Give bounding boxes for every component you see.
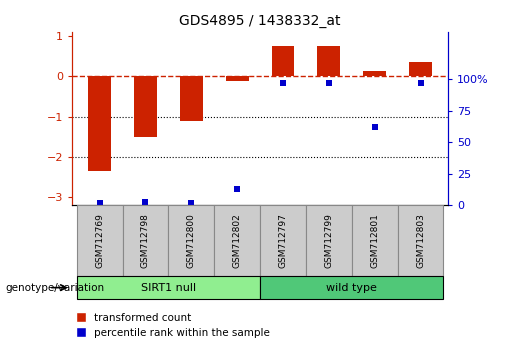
Text: GSM712801: GSM712801 [370, 213, 379, 268]
Bar [123, 205, 168, 276]
Point [371, 124, 379, 130]
Text: GSM712799: GSM712799 [324, 213, 333, 268]
Bar [214, 205, 260, 276]
Text: GSM712802: GSM712802 [233, 213, 242, 268]
Title: GDS4895 / 1438332_at: GDS4895 / 1438332_at [179, 14, 341, 28]
Bar [398, 205, 443, 276]
Point [417, 80, 425, 86]
Bar [180, 76, 203, 121]
Text: SIRT1 null: SIRT1 null [141, 282, 196, 293]
Text: genotype/variation: genotype/variation [5, 282, 104, 293]
Bar [363, 72, 386, 76]
Bar [88, 76, 111, 171]
Bar [352, 205, 398, 276]
Text: GSM712769: GSM712769 [95, 213, 104, 268]
Bar [317, 46, 340, 76]
Text: GSM712803: GSM712803 [416, 213, 425, 268]
Bar [271, 46, 295, 76]
Text: GSM712798: GSM712798 [141, 213, 150, 268]
Bar [260, 205, 306, 276]
Legend: transformed count, percentile rank within the sample: transformed count, percentile rank withi… [77, 313, 270, 338]
Bar [226, 76, 249, 81]
Point [141, 199, 149, 204]
Bar [77, 205, 123, 276]
Point [325, 80, 333, 86]
Point [95, 200, 104, 206]
Bar [409, 62, 432, 76]
Text: GSM712800: GSM712800 [187, 213, 196, 268]
Bar [306, 205, 352, 276]
Point [187, 200, 195, 206]
Text: GSM712797: GSM712797 [279, 213, 287, 268]
Bar [77, 276, 260, 299]
Point [279, 80, 287, 86]
Point [233, 186, 241, 192]
Bar [168, 205, 214, 276]
Text: wild type: wild type [327, 282, 377, 293]
Bar [134, 76, 157, 137]
Bar [260, 276, 443, 299]
